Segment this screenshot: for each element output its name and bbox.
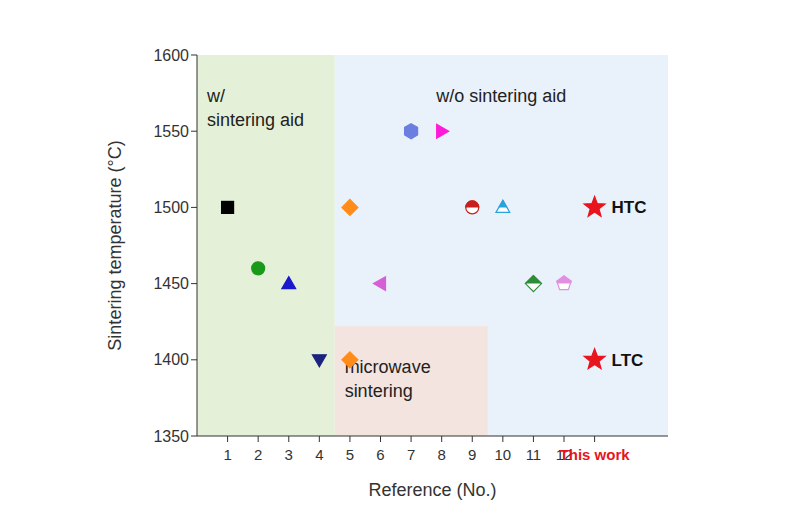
- svg-text:This work: This work: [560, 446, 631, 463]
- svg-text:5: 5: [346, 446, 354, 463]
- svg-text:w/sintering aid: w/sintering aid: [206, 86, 304, 130]
- svg-text:Reference (No.): Reference (No.): [368, 480, 496, 500]
- svg-text:7: 7: [407, 446, 415, 463]
- svg-text:6: 6: [376, 446, 384, 463]
- svg-text:HTC: HTC: [612, 198, 647, 217]
- svg-text:LTC: LTC: [612, 351, 644, 370]
- svg-text:Sintering temperature (°C): Sintering temperature (°C): [105, 140, 125, 350]
- svg-text:10: 10: [495, 446, 512, 463]
- svg-text:w/o sintering aid: w/o sintering aid: [435, 86, 566, 106]
- svg-text:1450: 1450: [153, 275, 189, 292]
- svg-text:1400: 1400: [153, 351, 189, 368]
- svg-text:11: 11: [526, 446, 542, 463]
- svg-text:1350: 1350: [153, 428, 189, 445]
- svg-text:microwavesintering: microwavesintering: [345, 357, 431, 401]
- svg-text:9: 9: [468, 446, 476, 463]
- svg-text:8: 8: [438, 446, 446, 463]
- svg-text:2: 2: [254, 446, 262, 463]
- svg-text:1600: 1600: [153, 47, 189, 64]
- svg-text:1: 1: [223, 446, 231, 463]
- svg-text:1500: 1500: [153, 199, 189, 216]
- svg-text:1550: 1550: [153, 123, 189, 140]
- svg-text:4: 4: [315, 446, 323, 463]
- svg-text:3: 3: [285, 446, 293, 463]
